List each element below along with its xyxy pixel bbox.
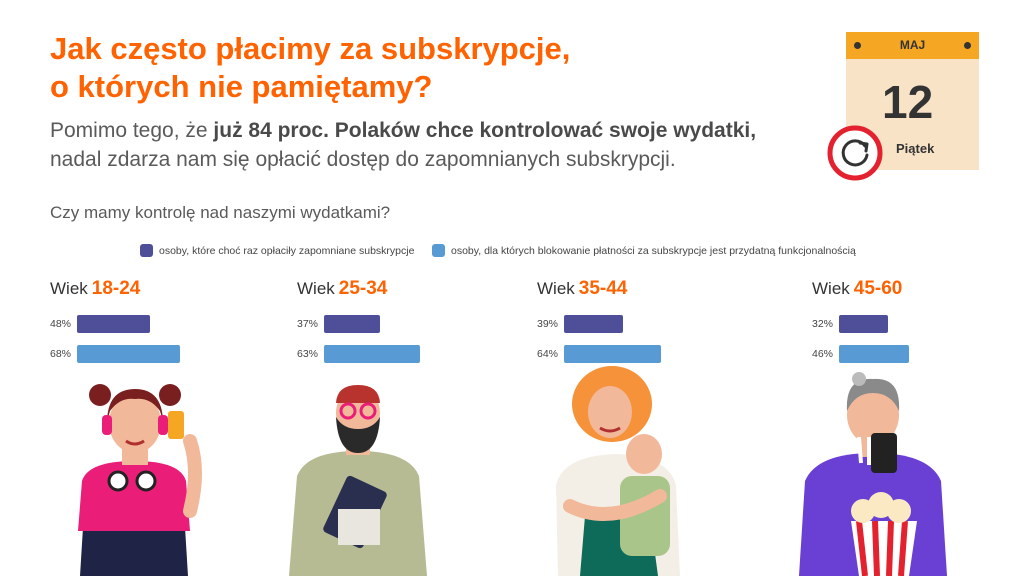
calendar-weekday: Piątek (896, 141, 935, 156)
bar-row-series-1: 48% (50, 312, 180, 336)
age-group-prefix: Wiek (537, 279, 575, 298)
legend-label-series-1: osoby, które choć raz opłaciły zapomnian… (159, 244, 415, 257)
calendar-month: MAJ (899, 38, 926, 52)
bar-row-series-1: 32% (812, 312, 909, 336)
page-title: Jak często płacimy za subskrypcje, o któ… (50, 30, 570, 106)
age-group-prefix: Wiek (812, 279, 850, 298)
legend-label-series-2: osoby, dla których blokowanie płatności … (451, 244, 856, 257)
bar-row-series-2: 68% (50, 342, 181, 366)
refresh-cycle-icon (827, 125, 883, 181)
age-group-18-24: Wiek 18-24 48% 68% (50, 278, 181, 366)
bar-row-series-2: 46% (812, 342, 909, 366)
age-group-prefix: Wiek (297, 279, 335, 298)
age-group-25-34: Wiek 25-34 37% 63% (297, 278, 420, 366)
subtitle: Pomimo tego, że już 84 proc. Polaków chc… (50, 116, 756, 174)
data-label: 63% (297, 348, 319, 360)
age-group-label: 18-24 (91, 278, 141, 299)
age-group-prefix: Wiek (50, 279, 88, 298)
data-label: 32% (812, 318, 834, 330)
legend-item-series-2: osoby, dla których blokowanie płatności … (432, 244, 856, 257)
bar-series-2-45-60 (839, 345, 909, 363)
age-group-label: 35-44 (578, 278, 628, 299)
calendar-day: 12 (882, 76, 934, 128)
data-label: 48% (50, 318, 72, 330)
data-label: 68% (50, 348, 72, 360)
legend-swatch-series-2 (432, 244, 445, 257)
age-group-heading: Wiek 45-60 (812, 278, 909, 300)
person-illustration-45-60 (799, 372, 947, 576)
age-group-45-60: Wiek 45-60 32% 46% (812, 278, 909, 366)
age-group-label: 25-34 (338, 278, 388, 299)
bar-row-series-2: 64% (537, 342, 662, 366)
age-group-heading: Wiek 18-24 (50, 278, 180, 300)
bar-series-1-45-60 (839, 315, 888, 333)
person-illustration-35-44 (556, 366, 680, 576)
bar-row-series-1: 39% (537, 312, 661, 336)
bar-row-series-2: 63% (297, 342, 420, 366)
subtitle-part-1: Pomimo tego, że (50, 119, 214, 142)
calendar-ring-right (964, 42, 971, 49)
subtitle-line-1: Pomimo tego, że już 84 proc. Polaków chc… (50, 116, 756, 145)
age-group-heading: Wiek 25-34 (297, 278, 420, 300)
calendar-icon: MAJ 12 Piątek (846, 32, 979, 170)
calendar-ring-left (854, 42, 861, 49)
legend-item-series-1: osoby, które choć raz opłaciły zapomnian… (140, 244, 414, 257)
data-label: 37% (297, 318, 319, 330)
bar-series-2-18-24 (77, 345, 181, 363)
chart-question: Czy mamy kontrolę nad naszymi wydatkami? (50, 203, 391, 222)
age-group-heading: Wiek 35-44 (537, 278, 661, 300)
age-group-label: 45-60 (853, 278, 903, 299)
subtitle-line-2: nadal zdarza nam się opłacić dostęp do z… (50, 148, 676, 171)
bar-series-1-35-44 (564, 315, 624, 333)
legend-swatch-series-1 (140, 244, 153, 257)
subtitle-bold: już 84 proc. Polaków chce kontrolować sw… (213, 119, 757, 142)
bar-series-2-25-34 (324, 345, 420, 363)
calendar-header: MAJ (846, 32, 979, 59)
bar-series-1-18-24 (77, 315, 150, 333)
bar-series-1-25-34 (324, 315, 381, 333)
title-line-2: o których nie pamiętamy? (50, 69, 433, 104)
data-label: 46% (812, 348, 834, 360)
data-label: 64% (537, 348, 559, 360)
age-group-35-44: Wiek 35-44 39% 64% (537, 278, 662, 366)
person-illustration-18-24 (78, 384, 202, 576)
data-label: 39% (537, 318, 559, 330)
bar-row-series-1: 37% (297, 312, 420, 336)
bar-series-2-35-44 (564, 345, 662, 363)
person-illustration-25-34 (289, 385, 427, 576)
title-line-1: Jak często płacimy za subskrypcje, (50, 31, 571, 66)
